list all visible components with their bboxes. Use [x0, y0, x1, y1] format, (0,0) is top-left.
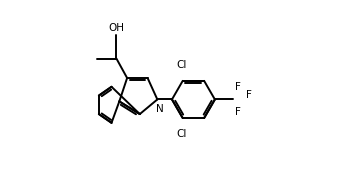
Text: Cl: Cl — [176, 59, 187, 70]
Text: N: N — [156, 104, 163, 114]
Text: F: F — [235, 82, 241, 92]
Text: F: F — [246, 90, 252, 100]
Text: F: F — [235, 106, 241, 117]
Text: OH: OH — [108, 23, 124, 33]
Text: Cl: Cl — [176, 129, 187, 139]
